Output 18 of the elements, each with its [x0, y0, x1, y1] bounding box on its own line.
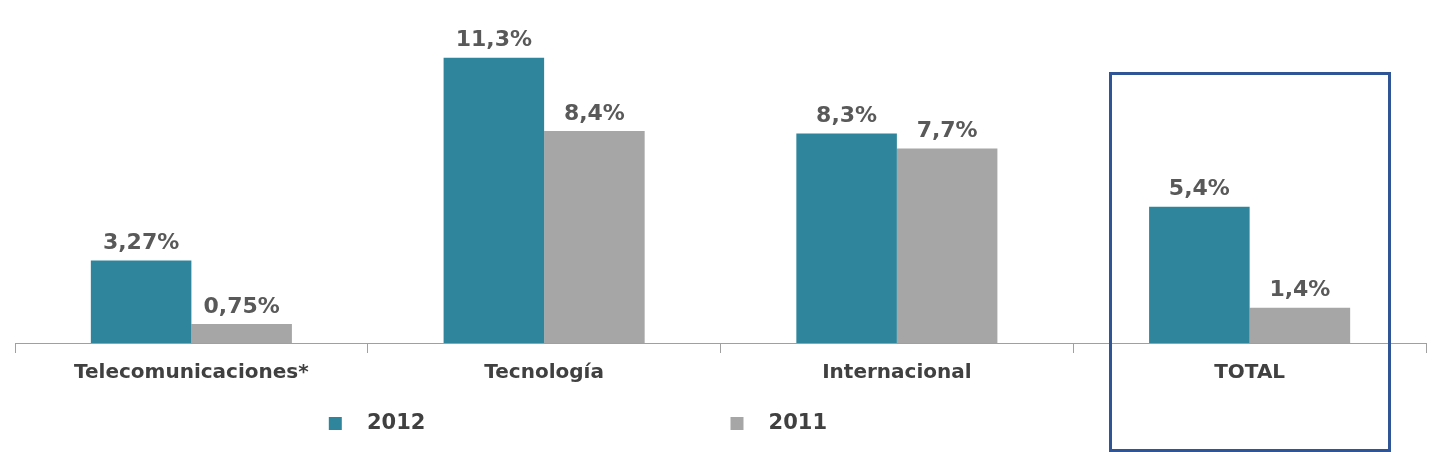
legend-label: 2012	[352, 409, 711, 434]
x-tick-label: Tecnología	[484, 359, 604, 384]
legend-label: 2011	[754, 409, 1113, 434]
bar	[1149, 206, 1250, 343]
data-label: 3,27%	[102, 229, 180, 255]
data-label: 11,3%	[455, 26, 533, 52]
data-label: 5,4%	[1168, 175, 1230, 201]
data-label: 0,75%	[203, 292, 280, 318]
data-label: 7,7%	[916, 117, 978, 143]
data-label: 8,4%	[563, 99, 625, 125]
x-tick-label: Internacional	[822, 359, 972, 384]
bar	[796, 133, 897, 343]
data-label: 8,3%	[816, 102, 878, 128]
x-tick-label: TOTAL	[1214, 359, 1286, 384]
bar	[90, 260, 192, 343]
data-label: 1,4%	[1269, 276, 1331, 302]
bar	[443, 57, 545, 343]
x-tick-label: Telecomunicaciones*	[74, 359, 310, 384]
